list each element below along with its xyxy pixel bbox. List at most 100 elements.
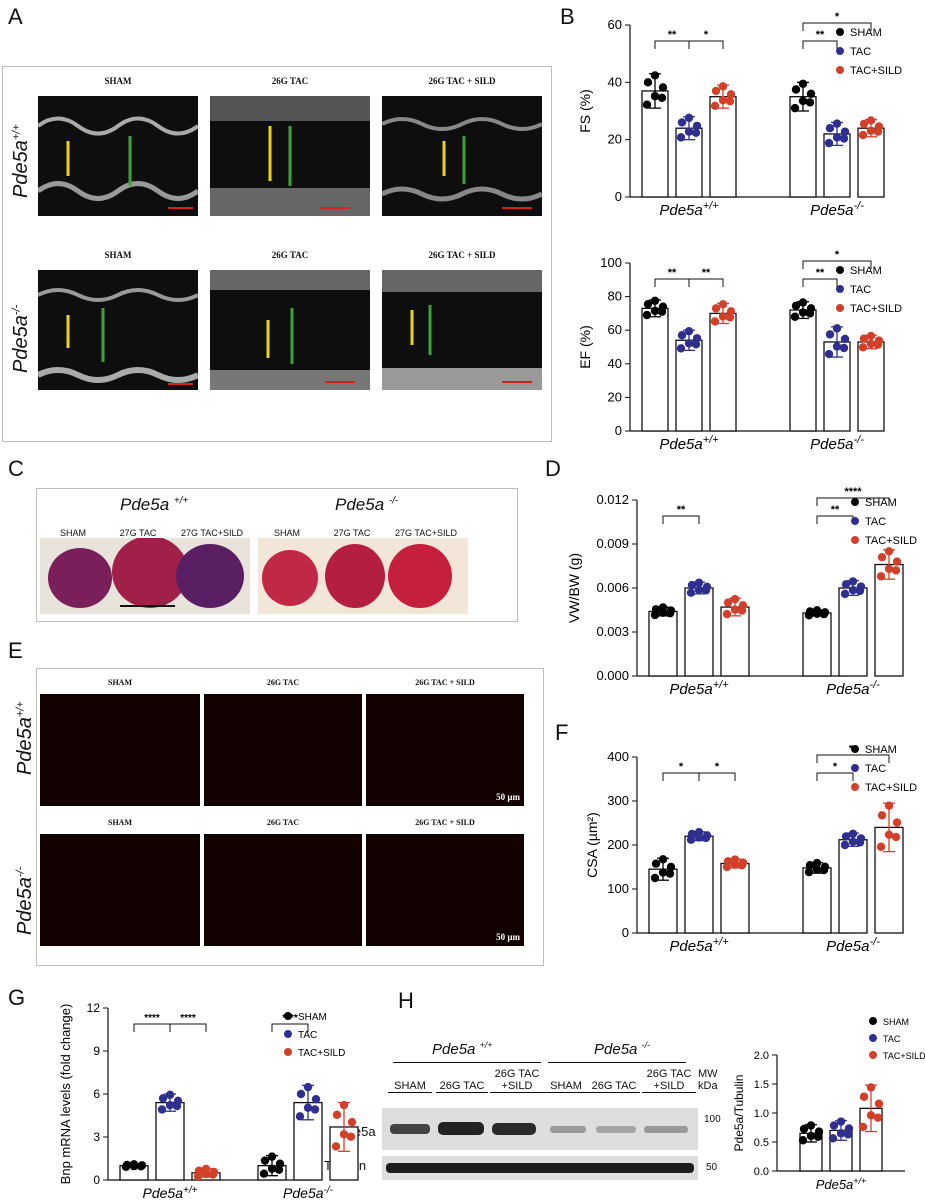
histology-header: 26G TAC [266,818,300,827]
data-point [876,572,886,581]
data-point [790,103,800,113]
significance-label: **** [180,1013,196,1024]
data-point [858,1122,868,1132]
data-point [820,862,830,872]
data-point [873,1113,883,1122]
data-point [806,89,816,99]
bar [789,309,817,432]
legend-label: TAC [298,1030,317,1041]
significance-label: * [835,249,840,261]
echo-trace [36,116,200,209]
legend-label: TAC [850,46,871,58]
data-point [658,868,668,877]
data-point [812,865,822,874]
data-point [841,832,851,841]
row-label-wt-e: Pde5a+/+ [14,701,36,775]
data-point [722,862,732,872]
legend-marker [836,304,844,312]
data-point [303,1082,313,1092]
data-point [866,331,876,341]
data-point [856,582,866,591]
significance-bracket [688,40,724,49]
data-point [658,608,668,617]
data-point [848,829,858,838]
y-tick-label: 0.006 [596,580,629,595]
data-point [832,119,842,128]
data-point [799,1124,809,1134]
data-point [650,71,660,80]
legend-label: TAC [865,763,886,775]
legend-label: TAC+SILD [850,303,902,315]
histology-header: 26G TAC + SILD [415,678,475,687]
panel-label-g: G [8,985,26,1010]
legend-label: SHAM [883,1017,909,1027]
data-point [877,811,887,820]
data-point [658,302,668,311]
legend-marker [851,764,859,772]
data-point [874,122,884,131]
significance-bracket [816,754,890,763]
scale-bar-label: 50 µm [496,792,520,802]
data-point [650,610,660,620]
significance-label: * [679,761,684,773]
data-point [856,834,866,843]
lane-label: 26G TAC [436,1080,488,1093]
data-point [730,605,740,614]
x-tick-label: Pde5a+/+ [143,1185,198,1200]
histology-wt-sild: 26G TAC + SILD 50 µm [366,678,524,806]
data-point [884,830,894,839]
data-point [650,873,660,883]
mw-label: MW kDa [698,1068,718,1092]
legend-label: TAC+SILD [883,1051,925,1061]
bar [802,612,832,677]
y-tick-label: 0.009 [596,536,629,551]
significance-bracket [802,278,838,287]
significance-bracket [802,260,872,269]
significance-bracket [816,515,854,524]
data-point [692,121,702,131]
legend-label: TAC [883,1034,901,1044]
heart-label: 27G TAC [333,528,371,538]
y-tick-label: 0 [615,189,622,204]
data-point [676,344,686,353]
significance-label: **** [844,486,862,498]
legend-label: TAC+SILD [298,1048,345,1059]
bar [709,96,737,198]
data-point [832,342,842,351]
data-point [790,312,800,321]
data-point [267,1164,277,1173]
significance-bracket [654,40,690,49]
data-point [718,300,728,309]
data-point [694,833,704,842]
significance-bracket [662,515,700,524]
bar [874,563,904,677]
data-point [691,128,701,137]
data-point [686,588,696,597]
data-point [173,1096,183,1106]
y-tick-label: 0.5 [754,1137,769,1149]
bar [838,587,868,677]
legend-label: SHAM [298,1012,327,1023]
significance-label: ** [668,29,677,41]
y-tick-label: 0.012 [596,492,629,507]
echo-header: SHAM [104,76,132,86]
echo-header: 26G TAC + SILD [428,250,496,260]
data-point [684,113,694,123]
heart-genotype-wt: Pde5a +/+ [120,495,189,514]
data-point [866,1083,876,1092]
data-point [798,79,808,88]
data-point [157,1105,167,1114]
data-point [275,1159,285,1168]
bar [720,862,750,934]
data-point [201,1169,211,1179]
blot-group-line [548,1062,686,1063]
significance-label: * [704,29,709,41]
data-point [658,83,668,92]
data-point [710,101,720,111]
legend-marker [869,1017,877,1025]
data-point [723,598,733,607]
significance-bracket [271,1023,309,1032]
vwbw-chart: 0.000 0.003 0.006 0.009 0.012 VW/BW (g) Pde5a+… [566,486,917,698]
data-point [836,1129,846,1138]
